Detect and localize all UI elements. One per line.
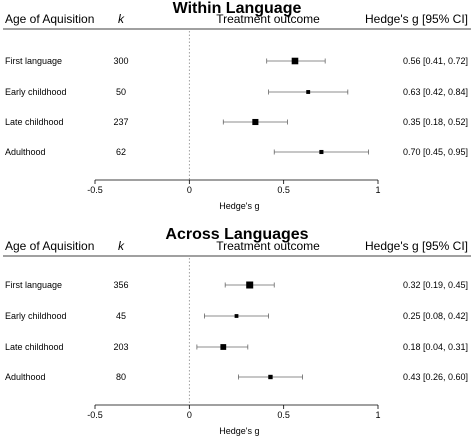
- header-k-label: k: [118, 12, 125, 26]
- row-k: 203: [113, 342, 128, 352]
- row-k: 45: [116, 311, 126, 321]
- panel-title: Within Language: [173, 0, 302, 17]
- header-group-label: Age of Aquisition: [5, 239, 94, 253]
- x-tick-label: 1: [375, 410, 380, 420]
- x-tick-label: 0: [187, 185, 192, 195]
- header-group-label: Age of Aquisition: [5, 12, 94, 26]
- row-k: 80: [116, 372, 126, 382]
- row-label: Adulthood: [5, 372, 46, 382]
- row-k: 300: [113, 56, 128, 66]
- point-estimate: [252, 118, 259, 126]
- point-estimate: [234, 314, 239, 318]
- x-tick-label: 1: [375, 185, 380, 195]
- row-ci-text: 0.35 [0.18, 0.52]: [403, 117, 468, 127]
- point-estimate: [246, 281, 254, 289]
- x-tick-label: 0: [187, 410, 192, 420]
- row-k: 50: [116, 87, 126, 97]
- row-ci-text: 0.25 [0.08, 0.42]: [403, 311, 468, 321]
- x-tick-label: 0.5: [277, 185, 290, 195]
- header-effect-label: Hedge's g [95% CI]: [365, 239, 468, 253]
- x-tick-label: -0.5: [87, 410, 103, 420]
- row-k: 356: [113, 280, 128, 290]
- row-label: First language: [5, 56, 62, 66]
- header-outcome-label: Treatment outcome: [216, 239, 320, 253]
- point-estimate: [306, 90, 311, 94]
- row-label: First language: [5, 280, 62, 290]
- header-effect-label: Hedge's g [95% CI]: [365, 12, 468, 26]
- row-ci-text: 0.63 [0.42, 0.84]: [403, 87, 468, 97]
- point-estimate: [268, 374, 273, 380]
- row-ci-text: 0.56 [0.41, 0.72]: [403, 56, 468, 66]
- x-axis-label: Hedge's g: [219, 426, 259, 436]
- row-ci-text: 0.18 [0.04, 0.31]: [403, 342, 468, 352]
- row-label: Late childhood: [5, 117, 64, 127]
- row-ci-text: 0.43 [0.26, 0.60]: [403, 372, 468, 382]
- x-tick-label: -0.5: [87, 185, 103, 195]
- header-k-label: k: [118, 239, 125, 253]
- x-tick-label: 0.5: [277, 410, 290, 420]
- point-estimate: [291, 57, 299, 65]
- row-k: 237: [113, 117, 128, 127]
- row-ci-text: 0.32 [0.19, 0.45]: [403, 280, 468, 290]
- row-label: Early childhood: [5, 87, 67, 97]
- row-k: 62: [116, 147, 126, 157]
- point-estimate: [220, 344, 227, 350]
- row-label: Late childhood: [5, 342, 64, 352]
- x-axis-label: Hedge's g: [219, 201, 259, 211]
- row-ci-text: 0.70 [0.45, 0.95]: [403, 147, 468, 157]
- point-estimate: [319, 149, 324, 155]
- header-outcome-label: Treatment outcome: [216, 12, 320, 26]
- row-label: Adulthood: [5, 147, 46, 157]
- panel-title: Across Languages: [165, 226, 308, 243]
- row-label: Early childhood: [5, 311, 67, 321]
